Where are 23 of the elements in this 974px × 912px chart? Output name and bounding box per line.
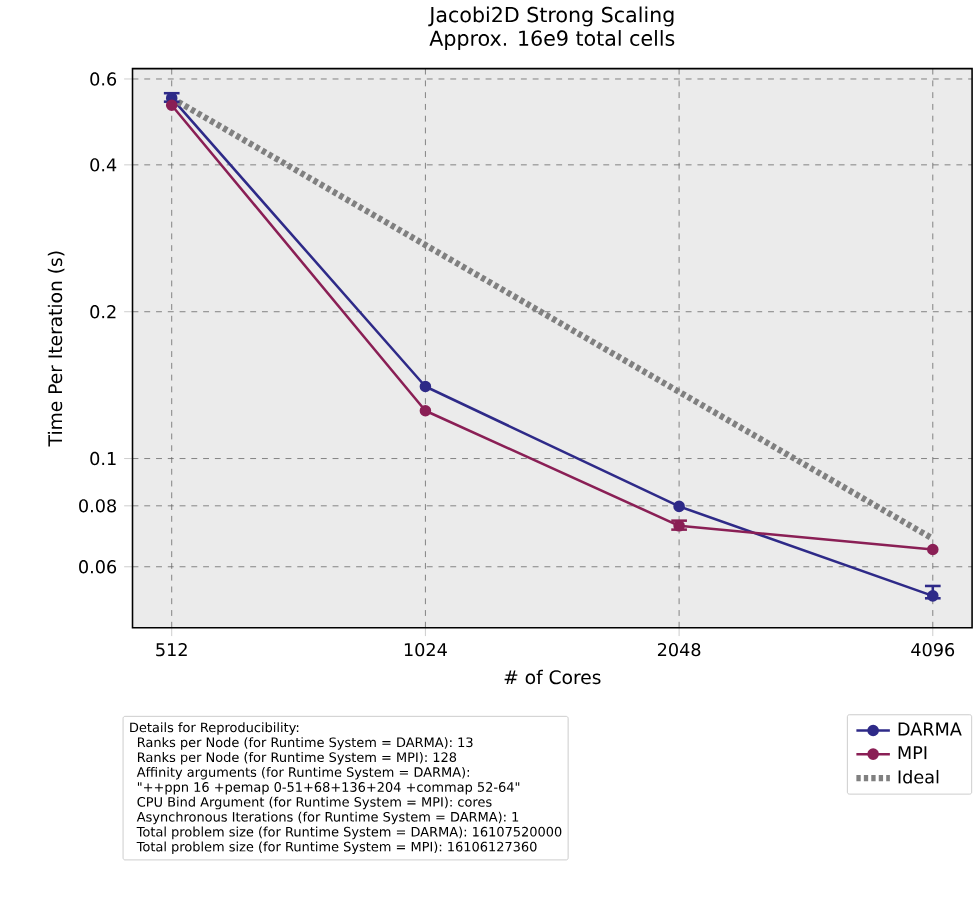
y-tick-label: 0.6 <box>90 72 117 86</box>
legend-label: MPI <box>898 746 927 760</box>
y-axis-title: Time Per Iteration (s) <box>47 251 65 447</box>
chart-subtitle: Approx. 16e9 total cells <box>429 29 675 50</box>
x-tick-label: 512 <box>156 642 187 657</box>
point <box>419 404 432 417</box>
y-tick-label: 0.4 <box>90 158 117 172</box>
point <box>419 380 432 393</box>
y-tick-label: 0.06 <box>79 560 117 574</box>
point <box>165 99 178 111</box>
legend-label: DARMA <box>898 722 962 736</box>
point <box>673 500 685 513</box>
x-tick-label: 1024 <box>404 642 447 657</box>
y-tick-label: 0.1 <box>90 451 116 466</box>
x-axis-title: # of Cores <box>504 669 601 685</box>
y-tick-label: 0.2 <box>90 304 116 319</box>
y-tick-label: 0.08 <box>79 499 117 513</box>
chart-title: Jacobi2D Strong Scaling <box>428 6 674 27</box>
x-tick-label: 2048 <box>657 642 701 657</box>
point <box>927 590 939 602</box>
legend-label: Ideal <box>898 769 939 784</box>
x-tick-label: 4096 <box>911 642 955 657</box>
point <box>927 543 939 556</box>
